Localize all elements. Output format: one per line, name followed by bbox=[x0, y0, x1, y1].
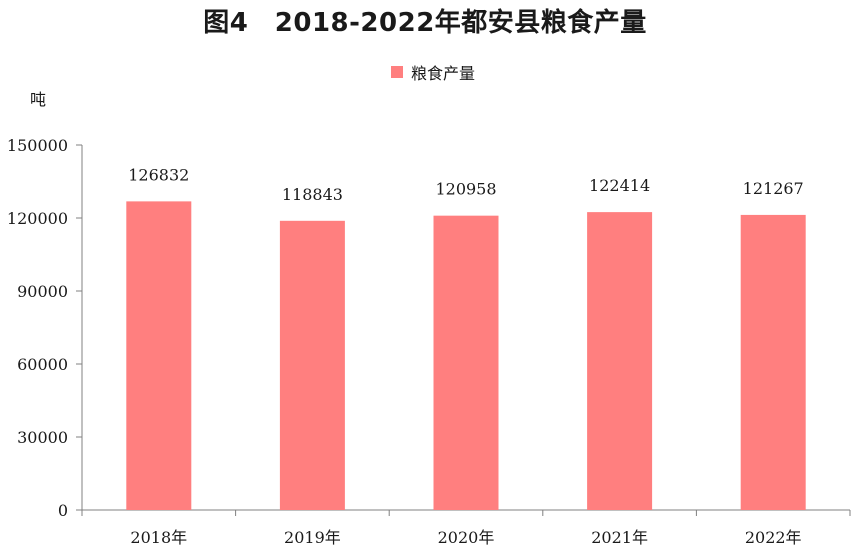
data-label: 122414 bbox=[589, 176, 650, 195]
legend-swatch bbox=[390, 66, 403, 78]
data-label: 121267 bbox=[743, 179, 804, 198]
chart-title: 图4 2018-2022年都安县粮食产量 bbox=[203, 8, 647, 38]
y-tick-label: 60000 bbox=[17, 355, 68, 374]
bar bbox=[740, 214, 806, 510]
y-tick-label: 90000 bbox=[17, 282, 68, 301]
x-tick-label: 2021年 bbox=[591, 528, 648, 547]
x-tick-label: 2020年 bbox=[438, 528, 495, 547]
legend: 粮食产量 bbox=[0, 60, 860, 84]
y-tick-label: 150000 bbox=[7, 136, 68, 155]
x-tick-label: 2018年 bbox=[130, 528, 187, 547]
bar bbox=[587, 212, 653, 511]
bar bbox=[279, 220, 345, 510]
y-tick-label: 120000 bbox=[7, 209, 68, 228]
legend-label: 粮食产量 bbox=[410, 64, 475, 83]
bar bbox=[126, 201, 192, 510]
y-tick-label: 0 bbox=[58, 501, 68, 520]
y-axis-unit-label: 吨 bbox=[30, 90, 47, 109]
x-tick-label: 2019年 bbox=[284, 528, 341, 547]
y-tick-label: 30000 bbox=[17, 428, 68, 447]
x-tick-label: 2022年 bbox=[745, 528, 802, 547]
data-label: 120958 bbox=[435, 180, 496, 199]
data-label: 118843 bbox=[282, 185, 343, 204]
bar bbox=[433, 215, 499, 510]
data-label: 126832 bbox=[128, 165, 189, 184]
